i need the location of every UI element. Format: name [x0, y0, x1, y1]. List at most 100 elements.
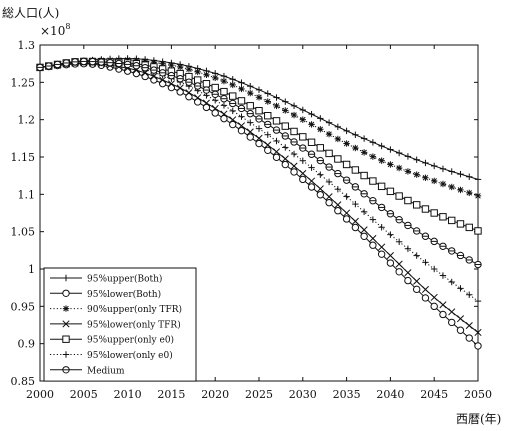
series-marker: [439, 310, 447, 319]
series-marker: [395, 164, 403, 172]
series-marker: [351, 223, 360, 232]
series-marker: [395, 260, 403, 268]
legend-box: [43, 267, 197, 382]
series-marker: [456, 326, 465, 334]
series-marker: [456, 315, 465, 323]
series-marker: [377, 250, 386, 258]
y-tick-label: 1.1: [18, 188, 36, 201]
series-marker: [412, 201, 421, 209]
series-marker: [255, 94, 263, 101]
series-marker: [360, 232, 368, 240]
series-marker: [466, 291, 473, 298]
series-marker: [413, 171, 420, 178]
series-marker: [185, 66, 193, 73]
series-marker: [352, 200, 359, 208]
series-marker: [404, 153, 412, 160]
legend-label: 95%lower(only TFR): [87, 319, 181, 330]
series-marker: [229, 81, 236, 89]
series-marker: [448, 168, 455, 175]
series-marker: [202, 80, 211, 88]
series-marker: [474, 342, 482, 350]
series-marker: [229, 92, 237, 100]
series-marker: [334, 201, 342, 209]
series-marker: [431, 177, 438, 185]
series-marker: [352, 131, 359, 138]
series-marker: [290, 168, 298, 176]
series-marker: [456, 220, 465, 228]
series-marker: [369, 153, 377, 160]
series-marker: [185, 89, 193, 97]
series-marker: [317, 115, 324, 122]
series-marker: [229, 116, 237, 124]
y-tick-label: 1.25: [11, 76, 36, 89]
series-marker: [457, 170, 464, 178]
series-marker: [369, 216, 377, 223]
series-marker: [395, 268, 403, 276]
series-marker: [246, 133, 254, 141]
series-marker: [386, 187, 395, 196]
series-marker: [299, 116, 306, 123]
x-tick-label: 2005: [70, 388, 98, 401]
series-marker: [404, 276, 412, 285]
series-marker: [431, 265, 438, 273]
series-marker: [395, 192, 403, 200]
y-multiplier-base: ×10: [40, 24, 65, 38]
series-marker: [290, 127, 298, 136]
series-marker: [299, 133, 307, 141]
series-marker: [404, 221, 412, 230]
series-marker: [194, 94, 202, 102]
legend-item: 95%lower(only e0): [50, 350, 173, 361]
series-marker: [430, 302, 438, 311]
series-marker: [465, 334, 473, 342]
series-marker: [211, 109, 219, 117]
series-marker: [351, 166, 360, 174]
series-marker: [351, 183, 360, 191]
series-marker: [141, 69, 149, 77]
series-marker: [132, 62, 141, 70]
series-marker: [334, 169, 342, 178]
series-marker: [255, 107, 263, 115]
series-marker: [62, 320, 70, 328]
series-marker: [369, 139, 377, 146]
x-tick-label: 2015: [157, 388, 185, 401]
series-marker: [413, 156, 420, 163]
series-marker: [395, 238, 403, 245]
series-marker: [167, 71, 176, 80]
series-marker: [369, 197, 377, 205]
series-marker: [193, 82, 202, 90]
series-marker: [448, 247, 456, 255]
series-marker: [282, 107, 289, 114]
series-marker: [325, 119, 333, 126]
series-marker: [62, 305, 70, 312]
series-marker: [193, 98, 202, 106]
series-marker: [439, 301, 447, 309]
series-marker: [421, 232, 430, 240]
series-marker: [290, 162, 298, 170]
series-marker: [273, 94, 280, 101]
series-marker: [290, 111, 298, 119]
series-marker: [246, 128, 254, 136]
x-tick-label: 2000: [26, 388, 54, 401]
series-marker: [290, 138, 298, 146]
series-marker: [377, 203, 386, 212]
series-marker: [62, 59, 70, 67]
series-marker: [448, 183, 455, 191]
x-tick-label: 2045: [420, 388, 448, 401]
series-marker: [439, 242, 447, 250]
legend-item: 90%upper(only TFR): [50, 304, 182, 315]
series-marker: [421, 294, 430, 302]
series-marker: [45, 62, 53, 70]
series-marker: [325, 198, 333, 207]
y-axis-title: 総人口(人): [2, 6, 59, 20]
series-marker: [474, 328, 482, 337]
series-marker: [395, 149, 403, 157]
series-marker: [474, 176, 482, 183]
series-marker: [272, 153, 281, 162]
series-marker: [237, 97, 246, 105]
series-marker: [343, 140, 350, 147]
series-marker: [220, 87, 228, 96]
series-layer: [36, 55, 482, 350]
series-marker: [246, 109, 254, 118]
series-marker: [115, 59, 123, 68]
